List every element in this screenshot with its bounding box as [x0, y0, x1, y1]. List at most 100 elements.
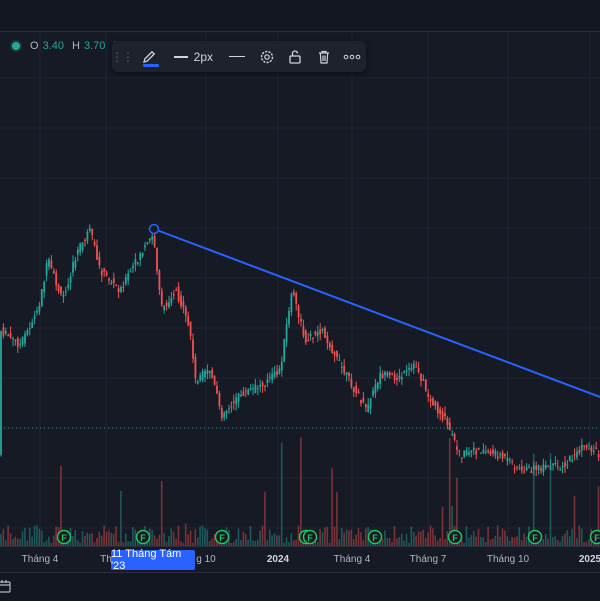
- volume-bar: [262, 526, 264, 546]
- volume-bar: [413, 532, 415, 546]
- volume-bar: [48, 537, 50, 546]
- volume-bar: [132, 527, 134, 546]
- event-marker-f: F: [58, 531, 71, 544]
- volume-bar: [106, 532, 108, 546]
- volume-bar: [250, 526, 252, 546]
- candle-body: [545, 465, 547, 468]
- drag-handle-icon[interactable]: ⋮⋮: [112, 41, 132, 72]
- calendar-icon[interactable]: [0, 577, 14, 595]
- candle-body: [586, 446, 588, 448]
- candle-body: [437, 403, 439, 413]
- more-icon[interactable]: [338, 41, 366, 72]
- candle-body: [348, 373, 350, 376]
- ohlc-legend: O3.40 H3.70 L: [12, 40, 119, 52]
- volume-bar: [89, 534, 91, 546]
- candle-body: [540, 468, 542, 470]
- candle-body: [283, 339, 285, 361]
- open-label: O: [30, 40, 39, 52]
- candle-body: [202, 371, 204, 380]
- candle-body: [595, 448, 597, 449]
- volume-bar: [564, 534, 566, 546]
- svg-text:F: F: [219, 533, 225, 543]
- candle-body: [295, 293, 297, 304]
- candle-body: [444, 413, 446, 416]
- volume-bar: [207, 530, 209, 546]
- time-axis[interactable]: Tháng 4 Th g 10 2024 Tháng 4 Tháng 7 Thá…: [0, 546, 600, 573]
- volume-bar: [447, 531, 449, 546]
- volume-bar: [360, 532, 362, 546]
- trash-icon[interactable]: [309, 41, 337, 72]
- candle-body: [115, 285, 117, 286]
- volume-bar: [159, 535, 161, 546]
- volume-bar: [420, 532, 422, 546]
- volume-bar: [348, 530, 350, 546]
- line-thickness-button[interactable]: 2px: [166, 41, 221, 72]
- svg-text:F: F: [594, 533, 600, 543]
- pencil-icon[interactable]: [132, 41, 166, 72]
- candle-body: [406, 370, 408, 371]
- volume-bar: [497, 525, 499, 546]
- volume-bar: [581, 529, 583, 546]
- volume-bar: [401, 534, 403, 546]
- candle-body: [175, 290, 177, 291]
- candle-body: [552, 464, 554, 466]
- candle-body: [7, 335, 9, 336]
- volume-bar: [425, 538, 427, 546]
- candle-body: [127, 273, 129, 280]
- volume-bar: [468, 538, 470, 546]
- candle-body: [375, 384, 377, 393]
- volume-bar: [432, 528, 434, 546]
- volume-bar: [211, 538, 213, 546]
- candle-body: [207, 370, 209, 374]
- candle-body: [387, 373, 389, 377]
- volume-bar: [319, 529, 321, 546]
- candle-body: [84, 240, 86, 241]
- volume-bar: [389, 538, 391, 546]
- candle-body: [499, 454, 501, 455]
- x-tick-label: Tháng 4: [334, 554, 371, 565]
- high-label: H: [72, 40, 80, 52]
- candle-body: [51, 261, 53, 268]
- candle-body: [593, 451, 595, 452]
- candle-body: [199, 375, 201, 380]
- chart-grid: [0, 32, 600, 546]
- candle-body: [339, 360, 341, 361]
- candle-body: [567, 465, 569, 466]
- candle-body: [60, 287, 62, 294]
- candle-body: [130, 271, 132, 272]
- candle-body: [495, 451, 497, 456]
- candle-body: [372, 390, 374, 395]
- svg-text:F: F: [452, 533, 458, 543]
- volume-bar: [547, 539, 549, 546]
- candle-body: [41, 289, 43, 306]
- candle-body: [271, 374, 273, 380]
- candle-body: [461, 457, 463, 458]
- volume-bar: [487, 527, 489, 546]
- volume-bar: [475, 537, 477, 546]
- volume-bar: [355, 535, 357, 546]
- volume-bar: [75, 530, 77, 546]
- volume-bar: [269, 530, 271, 546]
- unlock-icon[interactable]: [281, 41, 309, 72]
- candle-body: [94, 242, 96, 245]
- volume-bar: [471, 535, 473, 546]
- candle-body: [77, 250, 79, 255]
- candle-body: [538, 465, 540, 469]
- volume-bar: [394, 526, 396, 546]
- candle-body: [144, 245, 146, 247]
- candle-body: [394, 374, 396, 380]
- volume-bar: [55, 526, 57, 546]
- volume-bar: [41, 530, 43, 546]
- candle-body: [317, 332, 319, 335]
- candle-body: [257, 388, 259, 389]
- line-style-button[interactable]: [221, 41, 253, 72]
- candle-body: [247, 390, 249, 394]
- candle-body: [370, 398, 372, 408]
- gear-icon[interactable]: [253, 41, 281, 72]
- candle-body: [255, 385, 257, 393]
- volume-bar: [113, 534, 115, 546]
- candle-body: [142, 253, 144, 256]
- price-chart[interactable]: FFFFFFFFF: [0, 32, 600, 546]
- candle-body: [55, 273, 57, 286]
- candle-body: [547, 466, 549, 467]
